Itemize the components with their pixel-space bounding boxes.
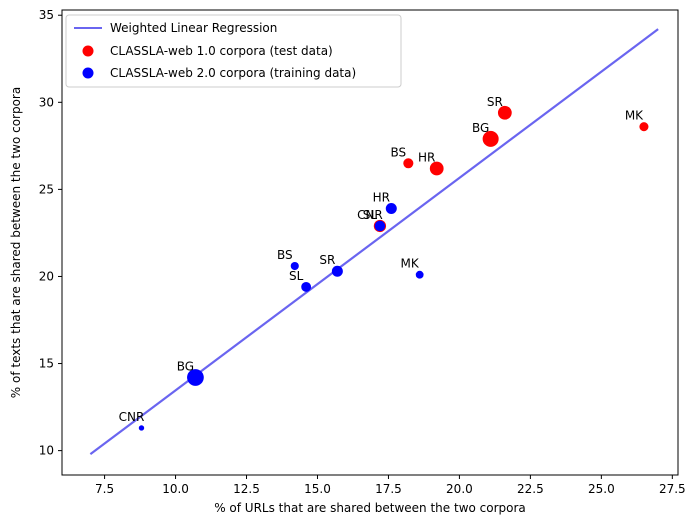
y-tick-label: 10 bbox=[39, 444, 54, 458]
axes-frame bbox=[61, 9, 679, 476]
data-point-hr bbox=[385, 203, 397, 215]
data-point-sr bbox=[497, 105, 512, 120]
x-tick-label: 20.0 bbox=[446, 482, 473, 496]
data-point-bg bbox=[482, 130, 499, 147]
data-point-sl bbox=[301, 281, 312, 292]
legend-label-regression: Weighted Linear Regression bbox=[110, 21, 277, 35]
legend-label-test: CLASSLA-web 1.0 corpora (test data) bbox=[110, 44, 333, 58]
data-point-bs bbox=[290, 261, 299, 271]
legend: Weighted Linear Regression CLASSLA-web 1… bbox=[65, 14, 402, 88]
legend-marker-test bbox=[82, 45, 94, 57]
y-axis-label: % of texts that are shared between the t… bbox=[9, 87, 23, 398]
legend-marker-training bbox=[82, 67, 94, 79]
data-point-hr bbox=[429, 161, 444, 176]
point-label-hr: HR bbox=[373, 191, 390, 205]
regression-line bbox=[89, 28, 659, 455]
x-tick-label: 10.0 bbox=[162, 482, 189, 496]
x-tick-label: 15.0 bbox=[304, 482, 331, 496]
point-label-bg: BG bbox=[472, 121, 489, 135]
y-tick-label: 20 bbox=[39, 269, 54, 283]
y-tick-label: 25 bbox=[39, 182, 54, 196]
point-label-sl: SL bbox=[289, 269, 304, 283]
x-tick-label: 7.5 bbox=[95, 482, 114, 496]
x-axis-label: % of URLs that are shared between the tw… bbox=[214, 501, 526, 515]
data-point-mk bbox=[415, 270, 424, 279]
x-tick-label: 27.5 bbox=[659, 482, 686, 496]
data-point-sl bbox=[374, 220, 386, 232]
point-label-sl: SL bbox=[363, 208, 378, 222]
point-annotations: SR BG MK BS HR CNR HR SL BS SL SR MK BG CNR bbox=[119, 95, 645, 424]
point-label-sr: SR bbox=[319, 253, 335, 267]
point-label-bg: BG bbox=[177, 359, 194, 373]
point-label-hr: HR bbox=[418, 150, 435, 164]
point-label-mk: MK bbox=[401, 257, 420, 271]
point-label-cnr: CNR bbox=[357, 208, 383, 222]
data-point-sr bbox=[331, 265, 343, 277]
legend-box bbox=[65, 14, 402, 88]
point-label-cnr: CNR bbox=[119, 410, 145, 424]
y-tick-label: 35 bbox=[39, 8, 54, 22]
point-label-mk: MK bbox=[625, 109, 644, 123]
x-tick-label: 25.0 bbox=[588, 482, 615, 496]
x-tick-label: 17.5 bbox=[375, 482, 402, 496]
data-point-cnr bbox=[138, 425, 145, 431]
x-axis-ticks: 7.5 10.0 12.5 15.0 17.5 20.0 22.5 25.0 27.5 bbox=[95, 475, 686, 496]
plot-content bbox=[89, 28, 659, 455]
x-tick-label: 22.5 bbox=[517, 482, 544, 496]
data-point-bs bbox=[403, 158, 414, 169]
legend-label-training: CLASSLA-web 2.0 corpora (training data) bbox=[110, 66, 356, 80]
y-axis-ticks: 10 15 20 25 30 35 bbox=[39, 8, 62, 458]
data-point-bg bbox=[187, 369, 204, 386]
point-label-bs: BS bbox=[391, 145, 407, 159]
point-label-sr: SR bbox=[487, 95, 503, 109]
y-tick-label: 30 bbox=[39, 95, 54, 109]
y-tick-label: 15 bbox=[39, 357, 54, 371]
point-label-bs: BS bbox=[277, 248, 293, 262]
x-tick-label: 12.5 bbox=[233, 482, 260, 496]
data-point-mk bbox=[639, 122, 649, 132]
